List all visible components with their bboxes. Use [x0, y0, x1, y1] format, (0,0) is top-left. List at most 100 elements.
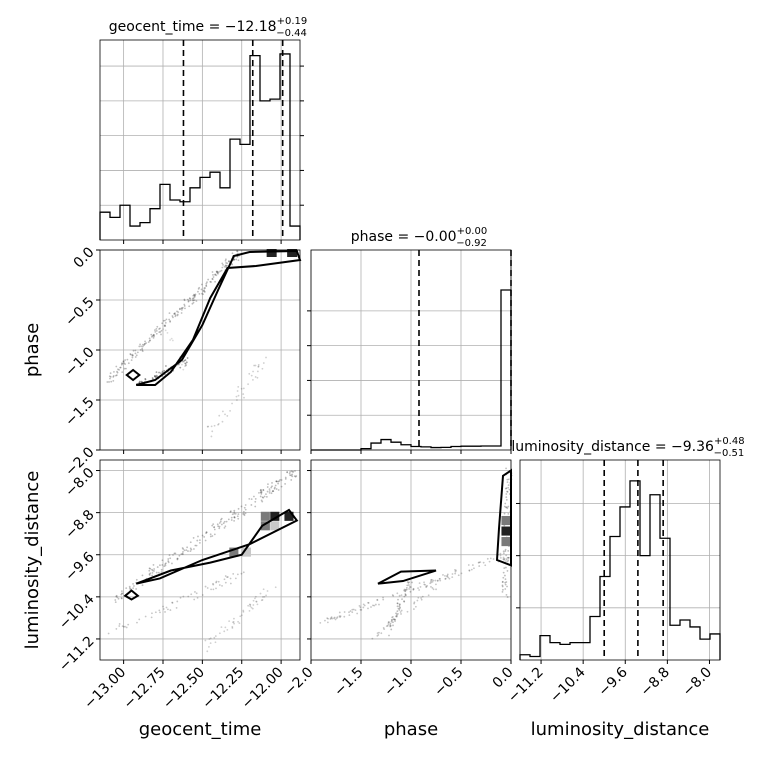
scatter-geocent-ld-sample: [212, 582, 214, 585]
scatter-geocent-phase-sample: [186, 357, 189, 359]
scatter-geocent-ld-contour-main: [135, 508, 299, 585]
scatter-geocent-phase-sample: [140, 345, 143, 348]
scatter-geocent-ld-sample: [248, 603, 251, 606]
scatter-phase-ld-sample: [398, 607, 401, 610]
scatter-geocent-ld-sample: [223, 578, 226, 581]
scatter-phase-ld-sample: [503, 557, 506, 560]
scatter-geocent-phase-sample: [112, 374, 115, 377]
scatter-geocent-phase-sample: [166, 332, 169, 334]
scatter-geocent-ld-sample: [176, 557, 179, 560]
scatter-geocent-ld-sample: [261, 500, 264, 503]
scatter-geocent-ld-sample: [215, 580, 218, 583]
scatter-geocent-ld-sample: [265, 594, 268, 597]
scatter-geocent-phase-sample: [170, 337, 173, 340]
scatter-phase-ld-sample: [343, 615, 346, 618]
scatter-geocent-ld-sample: [253, 495, 255, 498]
scatter-phase-ld-sample: [359, 606, 362, 609]
scatter-geocent-phase-contour-small: [125, 368, 141, 382]
scatter-phase-ld-sample: [507, 550, 510, 552]
scatter-phase-ld-sample: [411, 581, 413, 584]
scatter-geocent-ld-sample: [251, 607, 254, 610]
scatter-geocent-ld-sample: [262, 488, 265, 491]
scatter-geocent-ld-sample: [201, 594, 204, 596]
scatter-geocent-phase-sample: [176, 314, 179, 317]
scatter-geocent-ld-sample: [172, 554, 174, 556]
scatter-phase-ld-sample: [362, 603, 365, 606]
scatter-geocent-phase-sample: [253, 364, 256, 367]
scatter-phase-ld-sample: [403, 588, 406, 591]
scatter-geocent-ld-sample: [275, 480, 278, 483]
scatter-phase-ld-sample: [431, 581, 434, 583]
frame-geocent-time-hist: [99, 39, 301, 241]
scatter-phase-ld-sample: [504, 487, 507, 490]
scatter-geocent-ld-sample: [148, 567, 151, 570]
scatter-phase-ld-sample: [423, 581, 425, 584]
scatter-phase-ld-sample: [349, 610, 352, 612]
scatter-geocent-phase-sample: [150, 335, 153, 338]
scatter-geocent-phase-sample: [184, 362, 187, 365]
scatter-phase-ld-sample: [506, 556, 509, 559]
scatter-phase-ld-sample: [507, 556, 510, 559]
scatter-phase-ld-sample: [404, 589, 407, 592]
scatter-geocent-phase-sample: [226, 262, 229, 265]
scatter-phase-ld-sample: [417, 596, 420, 599]
scatter-geocent-phase-sample: [164, 324, 166, 327]
scatter-geocent-phase-sample: [125, 367, 127, 370]
scatter-geocent-ld-sample: [275, 480, 278, 483]
scatter-geocent-ld-sample: [107, 632, 110, 635]
scatter-geocent-ld-sample: [220, 517, 223, 520]
scatter-phase-ld-sample: [391, 616, 393, 619]
scatter-phase-ld-sample: [392, 624, 394, 627]
scatter-phase-ld-sample: [404, 594, 407, 597]
scatter-phase-ld-sample: [412, 588, 415, 591]
scatter-geocent-ld-sample: [162, 608, 165, 610]
scatter-geocent-phase-sample: [235, 395, 238, 398]
scatter-geocent-ld-sample: [270, 492, 273, 495]
hist-geocent-time-steps: [99, 53, 301, 240]
scatter-phase-ld-sample: [505, 558, 508, 561]
scatter-phase-ld-sample: [506, 585, 508, 588]
scatter-geocent-ld-sample: [193, 598, 196, 601]
scatter-phase-ld-sample: [505, 581, 508, 583]
scatter-phase-ld-sample: [444, 578, 447, 580]
phase-y-ticklabel-1: −1.5: [62, 394, 97, 429]
scatter-geocent-ld-sample: [204, 585, 207, 588]
scatter-geocent-phase-sample: [156, 325, 159, 328]
scatter-geocent-ld-sample: [189, 550, 192, 553]
scatter-phase-ld-sample: [352, 608, 355, 611]
scatter-phase-ld-sample: [396, 613, 398, 616]
scatter-geocent-ld-sample: [268, 488, 271, 491]
scatter-geocent-phase-sample: [160, 333, 162, 336]
scatter-geocent-phase-sample: [195, 300, 198, 302]
scatter-geocent-phase-sample: [118, 368, 120, 371]
scatter-phase-ld-sample: [390, 618, 393, 621]
scatter-geocent-ld-sample: [153, 568, 156, 570]
scatter-geocent-phase-sample: [257, 365, 260, 368]
scatter-geocent-ld-sample: [124, 625, 126, 628]
scatter-geocent-phase-sample: [173, 312, 176, 315]
scatter-geocent-phase-sample: [134, 356, 137, 358]
scatter-phase-ld-density-cell-2: [501, 537, 511, 547]
scatter-phase-ld-sample: [373, 604, 376, 607]
scatter-phase-ld-sample: [406, 610, 409, 613]
scatter-phase-ld-sample: [397, 598, 399, 601]
scatter-phase-ld-sample: [405, 587, 408, 589]
phase-y-ticklabel-4: 0.0: [71, 244, 98, 271]
phase-x-ticklabel-0: −2.0: [281, 664, 316, 699]
scatter-geocent-ld-sample: [258, 491, 260, 494]
scatter-geocent-ld-sample: [233, 511, 236, 514]
scatter-geocent-phase-sample: [221, 420, 224, 423]
scatter-geocent-phase-sample: [161, 370, 164, 373]
scatter-geocent-ld-sample: [229, 510, 232, 513]
scatter-geocent-ld-sample: [224, 525, 227, 528]
scatter-geocent-phase-sample: [211, 430, 214, 433]
scatter-geocent-ld-sample: [117, 597, 120, 600]
scatter-geocent-phase-sample: [176, 313, 179, 316]
scatter-phase-ld-sample: [338, 615, 341, 618]
scatter-geocent-phase-sample: [217, 422, 220, 425]
scatter-geocent-phase-sample: [153, 335, 155, 338]
scatter-geocent-phase-sample: [182, 368, 185, 371]
scatter-geocent-phase-sample: [176, 310, 178, 313]
scatter-geocent-ld-sample: [138, 618, 141, 621]
scatter-geocent-phase-sample: [185, 361, 188, 364]
